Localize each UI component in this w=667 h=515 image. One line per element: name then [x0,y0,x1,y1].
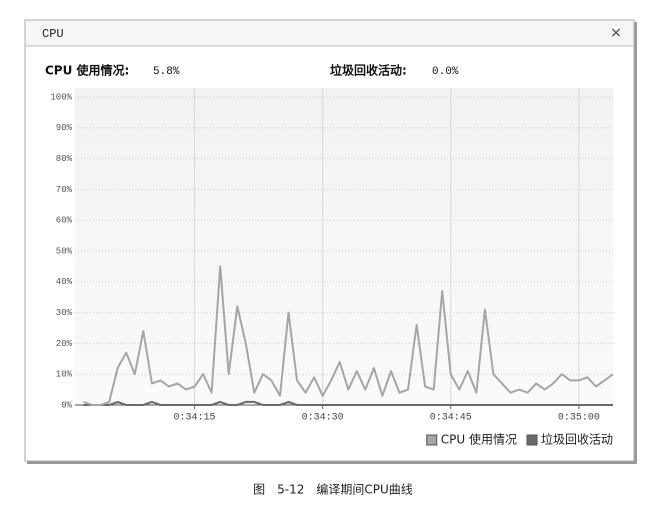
stat-label: CPU 使用情况: [45,63,129,78]
x-tick-label: 0:35:00 [558,413,600,424]
y-tick-label: 80% [56,154,73,164]
series-line [83,400,613,406]
y-tick-label: 100% [50,92,72,102]
legend-swatch [426,434,438,446]
y-tick-label: 20% [56,339,73,349]
panel-header [26,21,633,46]
plot-area [75,88,613,405]
y-tick-label: 50% [56,246,73,256]
plot: 0% 10% 20% 30% 40% 50% 60% 70% 80% 90% 100% 0:34:15… [50,88,614,447]
y-tick-label: 0% [61,400,72,410]
caption: 图 5-12 编译期间CPU曲线 [253,482,413,497]
x-tick-label: 0:34:45 [430,413,472,424]
x-tick-label: 0:34:15 [174,413,216,424]
stat-label: 垃圾回收活动: [330,63,407,78]
panel-title: CPU [42,27,64,41]
legend-swatch [526,434,538,446]
y-tick-label: 60% [56,216,73,226]
x-tick-label: 0:34:30 [302,413,344,424]
legend-label: CPU 使用情况 [441,432,517,447]
close-button[interactable]: × [610,25,622,41]
y-tick-label: 30% [56,308,73,318]
stat-value: 0.0% [432,66,459,78]
stat-value: 5.8% [153,66,180,78]
y-tick-label: 10% [56,370,73,380]
y-tick-label: 40% [56,277,73,287]
series-line [83,265,614,406]
y-tick-label: 90% [56,123,73,133]
y-tick-label: 70% [56,185,73,195]
legend-label: 垃圾回收活动 [541,432,613,447]
